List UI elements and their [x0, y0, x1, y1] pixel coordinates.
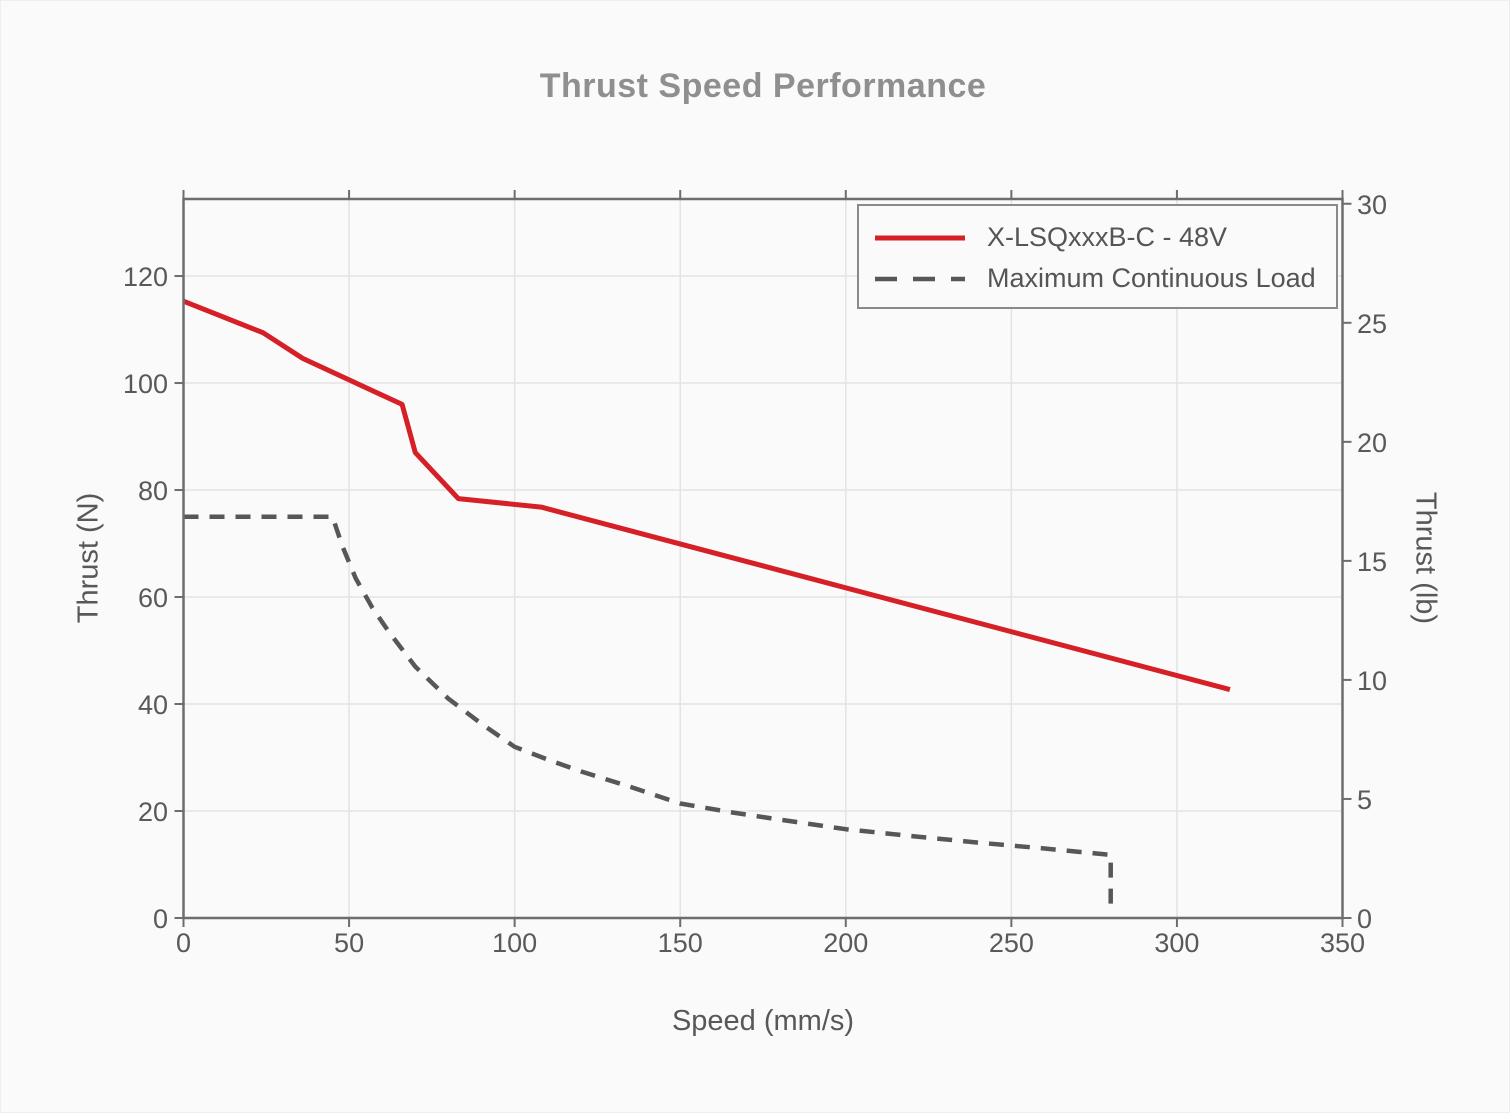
y-axis-label-left: Thrust (N) [72, 492, 105, 624]
y-left-tick-label: 80 [138, 476, 168, 506]
legend-label-max-load: Maximum Continuous Load [987, 263, 1316, 293]
y-left-tick-label: 100 [123, 369, 168, 399]
chart-title: Thrust Speed Performance [539, 67, 987, 105]
solid-line-sample-icon [875, 235, 965, 240]
y-left-tick-label: 60 [138, 583, 168, 613]
legend-item-max-load: Maximum Continuous Load [859, 258, 1336, 299]
y-right-tick-label: 5 [1357, 785, 1372, 815]
legend-label-series: X-LSQxxxB-C - 48V [987, 222, 1228, 252]
x-tick-label: 50 [334, 928, 364, 958]
x-tick-label: 300 [1154, 928, 1199, 958]
y-left-tick-label: 0 [153, 904, 168, 934]
y-right-tick-label: 0 [1357, 904, 1372, 934]
legend-item-series: X-LSQxxxB-C - 48V [859, 217, 1336, 258]
x-tick-label: 100 [492, 928, 537, 958]
series-line-0 [182, 298, 1231, 693]
y-right-tick-label: 15 [1357, 547, 1387, 577]
y-left-tick-label: 20 [138, 797, 168, 827]
y-axis-label-right: Thrust (lb) [1409, 491, 1442, 625]
legend: X-LSQxxxB-C - 48V Maximum Continuous Loa… [857, 204, 1338, 309]
x-tick-label: 250 [989, 928, 1034, 958]
x-tick-label: 150 [658, 928, 703, 958]
y-left-tick-label: 40 [138, 690, 168, 720]
y-left-tick-label: 120 [123, 262, 168, 292]
y-right-tick-label: 10 [1357, 666, 1387, 696]
y-right-tick-label: 30 [1357, 190, 1387, 220]
y-right-tick-label: 25 [1357, 309, 1387, 339]
x-tick-label: 200 [823, 928, 868, 958]
dashed-line-sample-icon [875, 276, 965, 281]
x-axis-label: Speed (mm/s) [671, 1005, 855, 1037]
y-right-tick-label: 20 [1357, 428, 1387, 458]
x-tick-label: 350 [1320, 928, 1365, 958]
series-line-1 [183, 514, 1113, 912]
x-tick-label: 0 [176, 928, 191, 958]
plot-border [182, 197, 1344, 920]
